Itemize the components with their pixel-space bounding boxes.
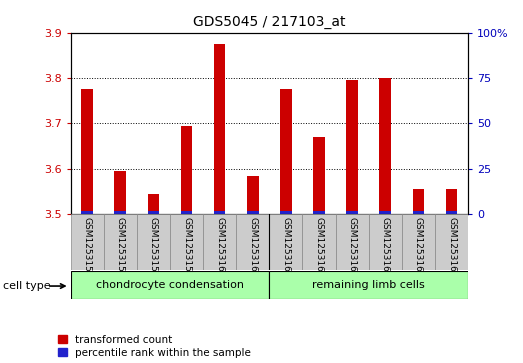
Text: GSM1253157: GSM1253157 bbox=[116, 217, 125, 278]
Bar bbox=[446, 189, 457, 214]
Text: GSM1253164: GSM1253164 bbox=[348, 217, 357, 277]
Bar bbox=[147, 211, 159, 214]
Bar bbox=[71, 271, 269, 299]
Bar bbox=[380, 211, 391, 214]
Legend: transformed count, percentile rank within the sample: transformed count, percentile rank withi… bbox=[58, 335, 251, 358]
Bar bbox=[369, 214, 402, 270]
Text: GSM1253167: GSM1253167 bbox=[447, 217, 456, 278]
Bar bbox=[115, 211, 126, 214]
Bar bbox=[170, 214, 203, 270]
Text: chondrocyte condensation: chondrocyte condensation bbox=[96, 280, 244, 290]
Bar bbox=[413, 211, 424, 214]
Bar bbox=[137, 214, 170, 270]
Bar bbox=[380, 78, 391, 214]
Text: GSM1253156: GSM1253156 bbox=[83, 217, 92, 278]
Text: GSM1253158: GSM1253158 bbox=[149, 217, 158, 278]
Bar bbox=[346, 211, 358, 214]
Text: remaining limb cells: remaining limb cells bbox=[312, 280, 425, 290]
Text: GSM1253166: GSM1253166 bbox=[414, 217, 423, 278]
Bar bbox=[214, 211, 225, 214]
Bar bbox=[236, 214, 269, 270]
Bar bbox=[269, 271, 468, 299]
Bar bbox=[147, 194, 159, 214]
Bar bbox=[104, 214, 137, 270]
Bar bbox=[336, 214, 369, 270]
Bar bbox=[247, 176, 258, 214]
Bar bbox=[203, 214, 236, 270]
Text: GSM1253165: GSM1253165 bbox=[381, 217, 390, 278]
Bar bbox=[247, 211, 258, 214]
Bar bbox=[446, 211, 457, 214]
Bar bbox=[82, 211, 93, 214]
Bar bbox=[269, 214, 302, 270]
Text: GSM1253162: GSM1253162 bbox=[281, 217, 290, 277]
Bar bbox=[302, 214, 336, 270]
Bar bbox=[435, 214, 468, 270]
Title: GDS5045 / 217103_at: GDS5045 / 217103_at bbox=[193, 15, 346, 29]
Bar bbox=[71, 214, 104, 270]
Bar bbox=[346, 80, 358, 214]
Bar bbox=[280, 211, 292, 214]
Bar bbox=[413, 189, 424, 214]
Bar bbox=[313, 211, 325, 214]
Text: GSM1253160: GSM1253160 bbox=[215, 217, 224, 278]
Bar bbox=[280, 89, 292, 214]
Bar bbox=[402, 214, 435, 270]
Bar bbox=[181, 126, 192, 214]
Text: cell type: cell type bbox=[3, 281, 50, 291]
Bar bbox=[214, 44, 225, 214]
Text: GSM1253159: GSM1253159 bbox=[182, 217, 191, 278]
Text: GSM1253161: GSM1253161 bbox=[248, 217, 257, 278]
Bar bbox=[313, 137, 325, 214]
Bar bbox=[181, 211, 192, 214]
Text: GSM1253163: GSM1253163 bbox=[314, 217, 324, 278]
Bar bbox=[115, 171, 126, 214]
Bar bbox=[82, 89, 93, 214]
